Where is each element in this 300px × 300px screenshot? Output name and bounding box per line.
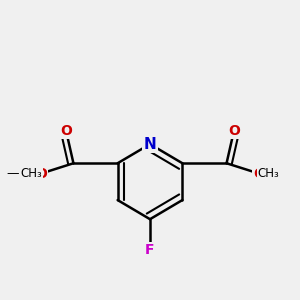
Text: N: N <box>144 136 156 152</box>
Text: —: — <box>7 167 19 180</box>
Text: O: O <box>35 167 47 181</box>
Text: O: O <box>60 124 72 138</box>
Text: CH₃: CH₃ <box>258 167 280 180</box>
Text: CH₃: CH₃ <box>20 167 42 180</box>
Text: O: O <box>228 124 240 138</box>
Text: O: O <box>253 167 265 181</box>
Text: F: F <box>145 243 155 257</box>
